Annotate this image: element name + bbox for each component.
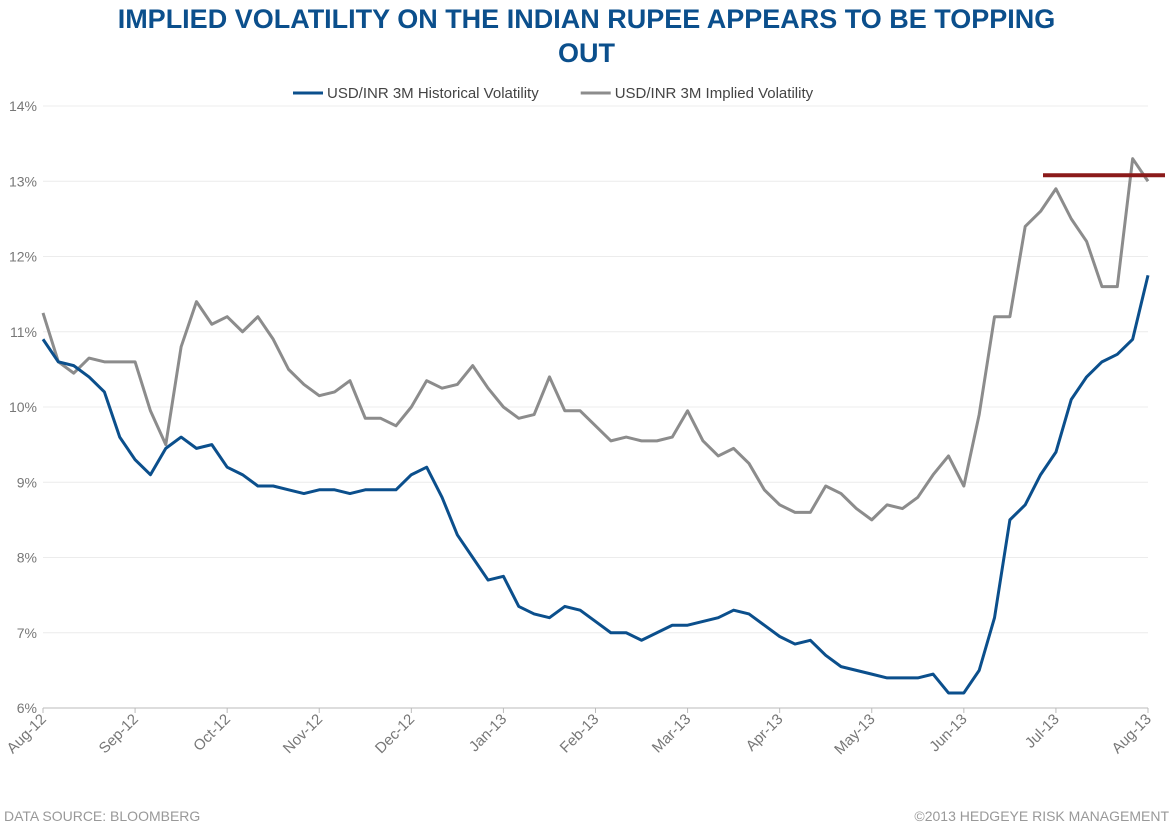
y-tick-label: 7% <box>17 625 37 641</box>
source: DATA SOURCE: BLOOMBERG <box>4 808 201 824</box>
series-line <box>41 157 1150 522</box>
x-tick-label: Oct-12 <box>190 711 234 755</box>
x-tick-label: Jan-13 <box>466 711 510 755</box>
y-tick-label: 10% <box>9 399 37 415</box>
title-box: IMPLIED VOLATILITY ON THE INDIAN RUPEE A… <box>0 2 1173 70</box>
y-tick-label: 13% <box>9 173 37 189</box>
x-tick-label: May-13 <box>831 711 878 758</box>
legend-label: USD/INR 3M Historical Volatility <box>327 85 539 102</box>
y-tick-label: 9% <box>17 474 37 490</box>
copyright: ©2013 HEDGEYE RISK MANAGEMENT <box>914 808 1169 824</box>
y-tick-label: 14% <box>9 98 37 114</box>
x-tick-label: Aug-12 <box>4 711 50 757</box>
y-tick-label: 12% <box>9 249 37 265</box>
x-tick-label: Jun-13 <box>926 711 970 755</box>
series-line <box>41 274 1150 695</box>
x-tick-label: Mar-13 <box>649 711 695 757</box>
x-tick-label: Dec-12 <box>372 711 418 757</box>
y-tick-label: 6% <box>17 700 37 716</box>
x-tick-label: Apr-13 <box>743 711 787 755</box>
x-tick-label: Sep-12 <box>96 711 142 757</box>
x-tick-label: Nov-12 <box>280 711 326 757</box>
y-tick-label: 11% <box>10 324 37 340</box>
x-tick-label: Jul-13 <box>1022 711 1063 752</box>
y-tick-label: 8% <box>17 550 37 566</box>
legend-label: USD/INR 3M Implied Volatility <box>615 85 814 102</box>
x-tick-label: Feb-13 <box>557 711 603 757</box>
x-tick-label: Aug-13 <box>1109 711 1155 757</box>
chart-title: IMPLIED VOLATILITY ON THE INDIAN RUPEE A… <box>117 4 1056 68</box>
